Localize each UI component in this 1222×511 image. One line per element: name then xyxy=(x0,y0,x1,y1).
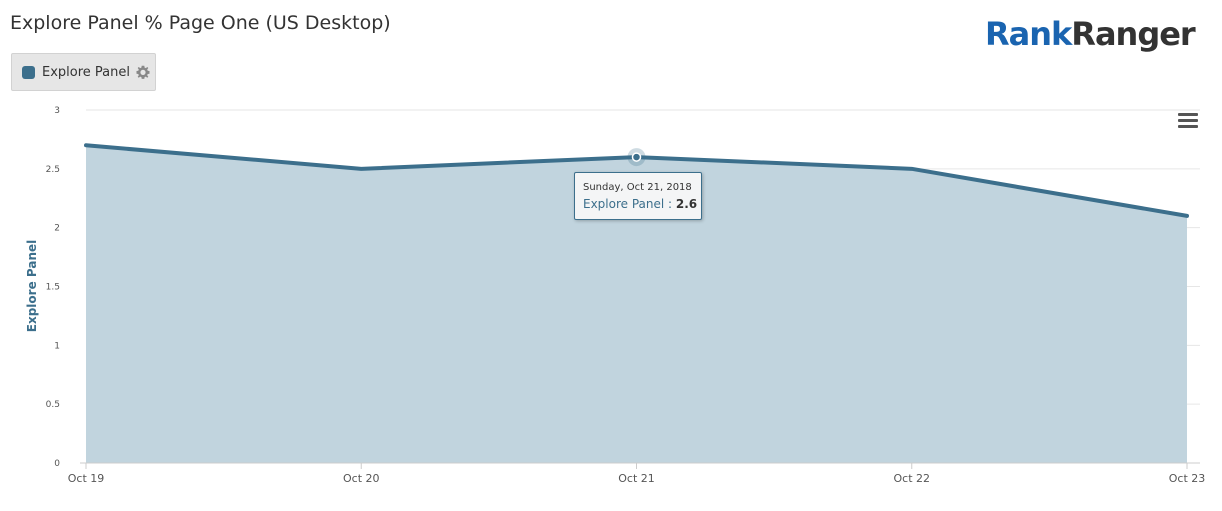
tooltip-series-line: Explore Panel : 2.6 xyxy=(583,197,698,211)
tooltip-date: Sunday, Oct 21, 2018 xyxy=(583,182,692,193)
gear-icon[interactable] xyxy=(135,65,151,81)
y-tick-label-0: 0 xyxy=(54,459,60,469)
y-tick-label-5: 2.5 xyxy=(46,165,60,175)
y-tick-label-4: 2 xyxy=(54,224,60,234)
x-tick-label-2: Oct 21 xyxy=(618,472,655,485)
y-tick-label-6: 3 xyxy=(54,106,60,116)
tooltip-value: 2.6 xyxy=(675,197,698,211)
y-tick-label-3: 1.5 xyxy=(46,283,60,293)
tooltip-series-name: Explore Panel xyxy=(583,197,665,211)
x-tick-label-4: Oct 23 xyxy=(1169,472,1206,485)
y-axis-title: Explore Panel xyxy=(25,240,39,332)
x-tick-label-1: Oct 20 xyxy=(343,472,380,485)
data-point-2 xyxy=(631,152,642,162)
x-tick-label-0: Oct 19 xyxy=(68,472,105,485)
chart-tooltip: Sunday, Oct 21, 2018 Explore Panel : 2.6 xyxy=(574,172,702,220)
hamburger-menu-icon[interactable] xyxy=(1178,113,1198,131)
y-tick-label-2: 1 xyxy=(54,341,60,351)
legend-item-explore-panel[interactable]: Explore Panel xyxy=(11,53,156,91)
legend-label: Explore Panel xyxy=(42,65,130,80)
rankranger-logo: RankRanger xyxy=(985,15,1196,53)
chart-title: Explore Panel % Page One (US Desktop) xyxy=(10,12,391,34)
y-tick-label-1: 0.5 xyxy=(46,400,60,410)
series-area xyxy=(86,145,1187,464)
x-tick-label-3: Oct 22 xyxy=(893,472,930,485)
legend-swatch xyxy=(22,66,35,79)
